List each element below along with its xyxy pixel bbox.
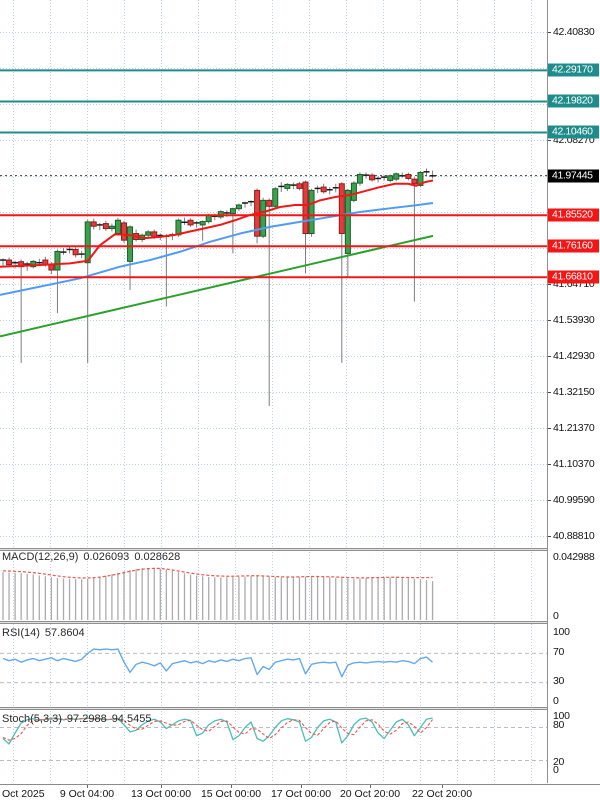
price-axis-tick	[548, 139, 551, 141]
price-axis-label: 41.42930	[553, 350, 595, 363]
rsi-axis-label: 100	[553, 626, 570, 638]
macd-value-1: 0.026093	[83, 551, 130, 563]
rsi-value-1: 57.8604	[44, 627, 85, 639]
price-axis-label: 42.40830	[553, 25, 595, 38]
macd-title: MACD(12,26,9)	[2, 551, 79, 563]
price-axis-label: 41.32150	[553, 386, 595, 399]
price-axis-tick	[548, 392, 551, 394]
price-axis[interactable]: 42.5161042.4083042.0827041.6471041.53930…	[548, 0, 600, 784]
time-tick	[442, 785, 443, 788]
rsi-axis-label: 70	[553, 646, 565, 658]
stoch-axis-label: 100	[553, 710, 570, 722]
time-label: 9 Oct 04:00	[59, 788, 115, 800]
stoch-axis-label: 20	[553, 756, 565, 768]
stoch-label: Stoch(5,3,3) 97.2988 94.5455	[2, 713, 156, 725]
stoch-axis-label: 80	[553, 719, 565, 731]
time-tick	[231, 785, 232, 788]
macd-value-2: 0.028628	[134, 551, 181, 563]
stoch-title: Stoch(5,3,3)	[2, 713, 62, 725]
price-axis-tick	[548, 500, 551, 502]
price-axis-tick	[548, 536, 551, 537]
time-axis[interactable]: Oct 2025 9 Oct 04:00 13 Oct 00:00 15 Oct 00…	[0, 784, 600, 803]
price-badge-red: 41.66810	[548, 270, 599, 284]
chart-plot[interactable]	[0, 0, 548, 785]
stoch-axis-label: 0	[553, 764, 559, 776]
stoch-value-2: 94.5455	[111, 713, 152, 725]
price-badge-black: 41.97445	[548, 169, 599, 183]
time-label: Oct 2025	[2, 788, 45, 800]
macd-axis-label: 0	[553, 610, 559, 622]
price-axis-tick	[548, 320, 551, 321]
time-label: 20 Oct 20:00	[339, 788, 401, 800]
price-badge-red: 41.85520	[548, 208, 599, 222]
time-label: 13 Oct 00:00	[130, 788, 192, 800]
price-axis-tick	[548, 464, 551, 466]
price-axis-tick	[548, 31, 551, 33]
rsi-axis-label: 30	[553, 675, 565, 687]
price-axis-tick	[548, 284, 551, 286]
price-axis-label: 41.21370	[553, 422, 595, 434]
stoch-value-1: 97.2988	[66, 713, 107, 725]
price-axis-tick	[548, 356, 551, 358]
macd-axis-label: 0.042988	[553, 551, 595, 563]
price-axis-label: 41.53930	[553, 314, 595, 326]
price-axis-label: 40.88810	[553, 530, 595, 542]
price-badge-red: 41.76160	[548, 239, 599, 253]
price-axis-label: 41.10370	[553, 458, 595, 471]
time-label: 15 Oct 00:00	[200, 788, 262, 800]
macd-label: MACD(12,26,9) 0.026093 0.028628	[2, 551, 185, 563]
rsi-label: RSI(14) 57.8604	[2, 627, 90, 639]
time-tick	[301, 785, 302, 788]
time-tick	[87, 785, 88, 788]
price-axis-label: 42.51610	[553, 0, 595, 2]
price-badge-teal: 42.29170	[548, 63, 599, 77]
rsi-axis-label: 0	[553, 695, 559, 707]
price-panel[interactable]	[0, 0, 548, 548]
price-axis-label: 40.99590	[553, 494, 595, 507]
price-badge-teal: 42.10460	[548, 125, 599, 139]
price-axis-tick	[548, 428, 551, 429]
time-tick	[370, 785, 371, 788]
time-label: 17 Oct 00:00	[270, 788, 332, 800]
rsi-title: RSI(14)	[2, 627, 40, 639]
time-label: 22 Oct 20:00	[411, 788, 473, 800]
price-badge-teal: 42.19820	[548, 94, 599, 108]
time-tick	[161, 785, 162, 788]
